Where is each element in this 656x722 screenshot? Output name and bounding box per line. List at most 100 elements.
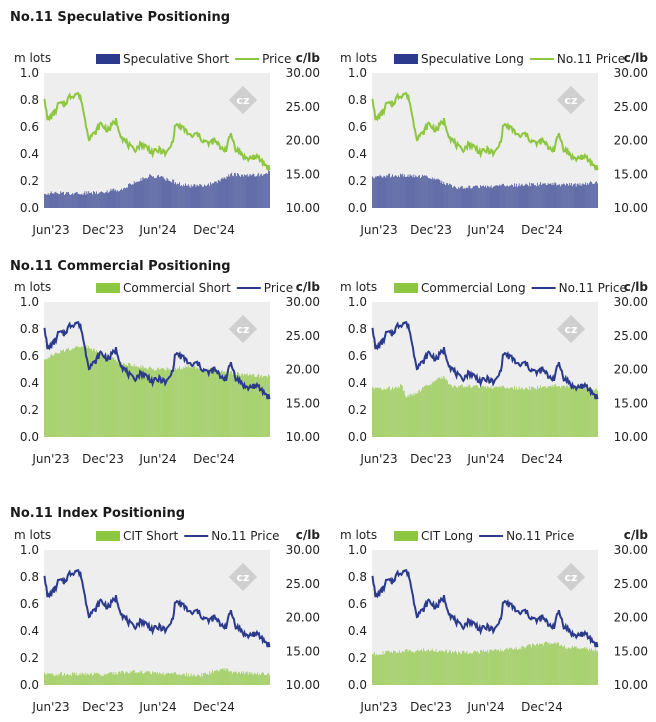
bar	[80, 346, 82, 437]
bar	[579, 386, 581, 437]
bar	[128, 673, 129, 685]
bar	[569, 648, 571, 685]
legend-label-line: No.11 Price	[557, 52, 625, 66]
bar	[222, 372, 224, 437]
bar	[148, 671, 149, 685]
bar	[98, 672, 99, 685]
bar	[442, 651, 444, 685]
bar	[569, 183, 570, 208]
bar	[492, 388, 494, 437]
bar	[70, 350, 71, 437]
bar	[507, 387, 508, 437]
bar	[476, 652, 477, 685]
bar	[416, 650, 418, 685]
bar	[566, 648, 567, 685]
bar	[445, 650, 447, 685]
bar	[174, 369, 176, 437]
price-line	[371, 569, 599, 648]
bar	[58, 194, 60, 208]
bar	[581, 184, 583, 208]
bar	[252, 173, 254, 208]
bar	[192, 185, 194, 208]
bar	[75, 346, 77, 437]
bar	[81, 346, 83, 437]
bar	[485, 185, 486, 208]
bar	[549, 644, 551, 685]
right-tick-label: 15.00	[286, 396, 320, 410]
bar	[393, 650, 394, 685]
right-tick-label: 10.00	[286, 678, 320, 692]
bar	[203, 186, 205, 208]
bar	[192, 675, 194, 685]
bar	[162, 672, 164, 685]
bar	[64, 352, 65, 437]
bar	[224, 177, 226, 208]
bar	[405, 177, 407, 208]
bar	[111, 190, 113, 208]
bar	[158, 369, 160, 437]
left-tick-label: 0.0	[348, 201, 367, 215]
bar	[497, 649, 499, 685]
bar	[485, 651, 487, 685]
bar	[137, 181, 139, 208]
bar	[187, 184, 189, 208]
bar	[544, 641, 546, 685]
bar	[419, 650, 421, 685]
bar	[418, 390, 420, 437]
bar	[462, 188, 464, 208]
bar	[470, 188, 472, 208]
bar	[498, 185, 500, 208]
bar	[119, 191, 121, 208]
x-tick-label: Jun'23	[359, 700, 397, 714]
bar	[548, 386, 550, 437]
bar	[449, 649, 450, 685]
bar	[176, 184, 177, 208]
bar	[430, 384, 432, 437]
bar	[157, 672, 158, 685]
bar	[113, 357, 115, 437]
bar	[580, 648, 582, 685]
bar	[189, 675, 191, 685]
bar	[499, 184, 501, 208]
bar	[551, 643, 553, 685]
bar	[463, 187, 465, 208]
bar	[586, 389, 588, 437]
bar	[583, 184, 585, 208]
bar	[256, 674, 258, 685]
bar	[591, 648, 592, 685]
bar	[563, 385, 564, 437]
bar	[391, 176, 392, 208]
bar	[522, 185, 524, 208]
legend-label-bars: CIT Short	[123, 529, 179, 543]
bar	[553, 184, 555, 208]
bar	[228, 174, 230, 208]
bar	[226, 667, 228, 685]
bar	[185, 365, 186, 437]
left-tick-label: 0.6	[348, 120, 367, 134]
bar	[546, 642, 548, 685]
bar	[191, 368, 193, 437]
bar	[578, 648, 580, 685]
x-tick-label: Jun'24	[138, 223, 176, 237]
bar	[485, 388, 487, 437]
bar	[395, 175, 396, 208]
bar	[88, 346, 90, 437]
bar	[124, 187, 125, 208]
bar	[504, 649, 505, 685]
bar	[519, 186, 521, 208]
bar	[382, 390, 384, 437]
left-tick-label: 0.2	[348, 174, 367, 188]
bar	[405, 397, 407, 437]
bar	[257, 375, 259, 437]
bar	[110, 672, 112, 685]
legend-swatch-bars	[394, 531, 418, 541]
bar	[475, 185, 477, 208]
bar	[399, 650, 400, 685]
bar	[586, 185, 588, 208]
bar	[446, 379, 448, 437]
bar	[129, 671, 131, 685]
bar	[456, 189, 458, 208]
bar	[466, 650, 468, 685]
bar	[262, 672, 263, 685]
bar	[68, 192, 69, 208]
